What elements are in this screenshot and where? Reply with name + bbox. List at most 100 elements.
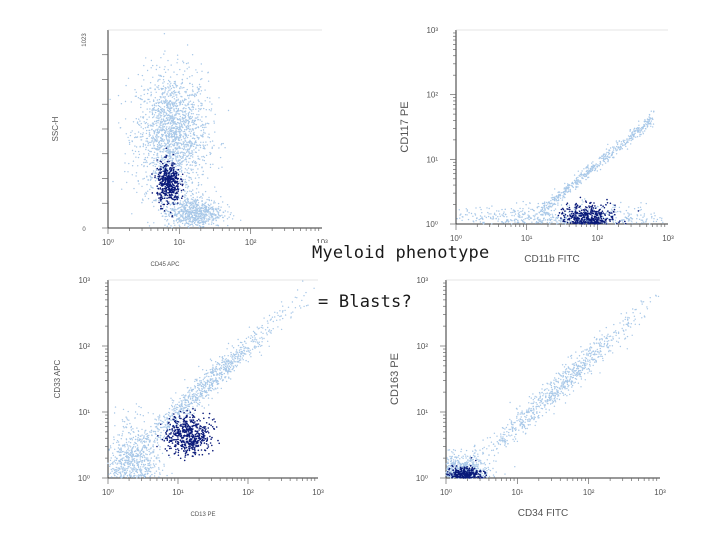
event-point-other (565, 186, 567, 188)
event-point-other (150, 93, 152, 96)
scatter-points (456, 110, 664, 225)
event-point-other (219, 156, 222, 159)
event-point-other (181, 79, 184, 81)
event-point-other (596, 164, 599, 166)
event-point-other (204, 202, 206, 205)
event-point-blast (605, 221, 607, 223)
event-point-other (181, 81, 184, 84)
event-point-other (202, 129, 205, 131)
event-point-other (166, 168, 169, 170)
event-point-other (157, 87, 159, 89)
event-point-other (178, 128, 180, 131)
event-point-other (178, 165, 180, 167)
event-point-other (167, 102, 169, 105)
event-point-other (167, 79, 170, 82)
event-point-blast (608, 214, 611, 216)
event-point-blast (180, 178, 183, 181)
event-point-other (173, 222, 175, 224)
event-point-other (191, 93, 193, 96)
event-point-other (607, 151, 610, 154)
event-point-other (177, 194, 180, 197)
event-point-other (202, 144, 204, 146)
event-point-other (190, 169, 193, 171)
event-point-other (195, 218, 197, 221)
event-point-other (173, 142, 176, 145)
event-point-other (184, 133, 187, 135)
event-point-other (191, 205, 193, 207)
event-point-blast (162, 180, 164, 182)
event-point-other (160, 106, 162, 109)
event-point-other (581, 203, 583, 206)
event-point-other (203, 145, 205, 148)
event-point-other (571, 185, 573, 187)
event-point-other (543, 205, 545, 207)
event-point-other (180, 220, 183, 222)
event-point-other (659, 217, 661, 219)
event-point-other (193, 217, 196, 220)
event-point-other (184, 207, 187, 209)
event-point-other (531, 208, 534, 211)
event-point-other (175, 132, 177, 134)
event-point-other (204, 222, 207, 224)
event-point-other (152, 135, 154, 137)
event-point-blast (584, 218, 586, 221)
event-point-other (176, 155, 179, 157)
event-point-other (558, 220, 560, 222)
event-point-blast (163, 203, 166, 206)
event-point-blast (163, 187, 166, 190)
event-point-blast (157, 194, 159, 196)
event-point-other (556, 217, 559, 220)
event-point-blast (181, 173, 184, 176)
event-point-other (205, 109, 207, 111)
event-point-other (173, 102, 175, 105)
event-point-other (563, 192, 566, 195)
event-point-other (169, 104, 171, 107)
event-point-other (176, 215, 178, 217)
event-point-other (491, 205, 493, 207)
event-point-other (202, 222, 205, 224)
event-point-other (153, 131, 156, 133)
event-point-other (149, 124, 151, 126)
event-point-other (187, 122, 190, 125)
event-point-blast (558, 212, 561, 214)
event-point-other (170, 64, 172, 66)
event-point-other (166, 106, 168, 109)
event-point-other (155, 117, 157, 119)
event-point-blast (587, 217, 589, 219)
event-point-other (151, 162, 153, 164)
event-point-other (537, 202, 539, 205)
event-point-other (185, 107, 187, 110)
event-point-other (653, 110, 655, 112)
event-point-other (501, 208, 503, 211)
event-point-other (117, 94, 120, 97)
event-point-other (155, 163, 158, 166)
event-point-other (172, 86, 175, 88)
event-point-other (146, 433, 148, 435)
event-point-other (635, 136, 637, 138)
event-point-other (172, 103, 174, 105)
event-point-other (177, 172, 180, 174)
event-point-other (204, 124, 207, 126)
event-point-other (540, 222, 542, 224)
event-point-other (459, 214, 461, 216)
event-point-other (112, 452, 114, 454)
event-point-other (227, 109, 230, 112)
event-point-other (197, 210, 199, 212)
event-point-other (188, 157, 190, 160)
event-point-other (131, 174, 133, 176)
event-point-other (183, 117, 185, 119)
event-point-other (638, 127, 640, 129)
event-point-other (213, 144, 215, 147)
event-point-other (175, 160, 178, 162)
event-point-other (556, 221, 558, 223)
event-point-other (153, 222, 155, 224)
event-point-other (136, 122, 139, 124)
event-point-other (164, 224, 166, 226)
event-point-other (169, 160, 172, 162)
event-point-other (168, 214, 170, 216)
event-point-other (138, 150, 140, 153)
event-point-other (179, 87, 181, 90)
event-point-other (192, 113, 194, 115)
event-point-other (163, 148, 165, 150)
